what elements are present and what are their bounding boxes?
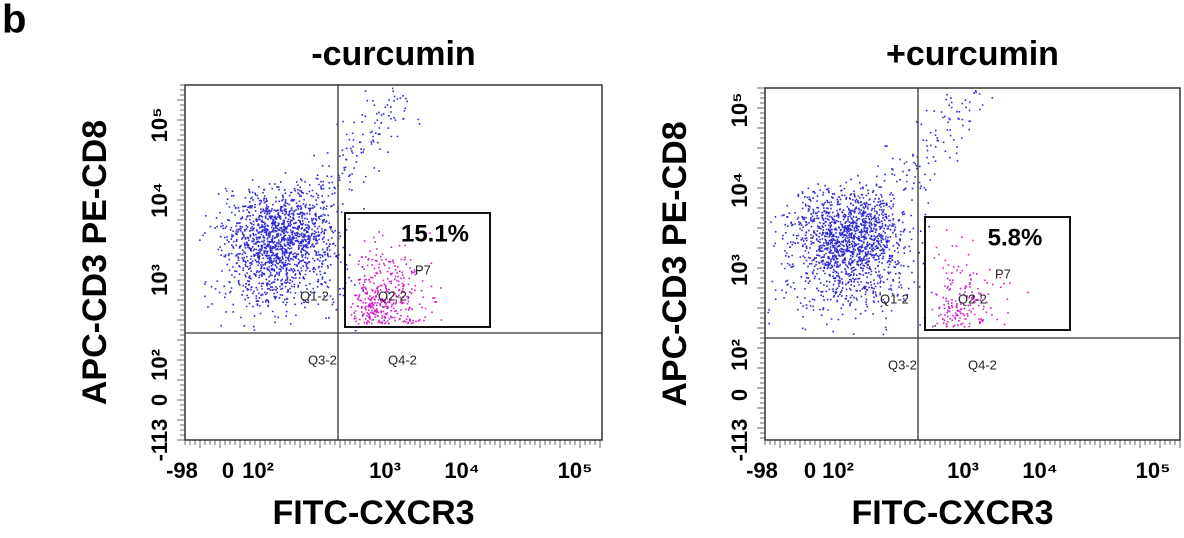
quadrant-label: Q3-2: [308, 352, 337, 367]
y-axis-label: APC-CD3 PE-CD8: [76, 120, 114, 405]
y-tick-label: 10³: [147, 264, 172, 296]
y-axis-label: APC-CD3 PE-CD8: [656, 121, 694, 406]
gate-label: P7: [995, 266, 1011, 281]
x-tick-label: 10⁵: [558, 458, 593, 483]
y-tick-label: 10⁴: [727, 172, 752, 207]
y-tick-label: 10²: [727, 339, 752, 371]
x-tick-label: 10⁴: [444, 458, 479, 483]
x-tick-label: -98: [746, 458, 778, 483]
y-tick-label: 0: [147, 394, 172, 406]
gate-box: [924, 216, 1071, 331]
quadrant-label: Q1-2: [880, 291, 909, 306]
gate-percent: 5.8%: [988, 224, 1043, 251]
x-tick-label: 10²: [822, 458, 854, 483]
x-tick-label: 10²: [242, 458, 274, 483]
x-tick-label: 10³: [369, 458, 401, 483]
y-tick-label: 10⁵: [727, 93, 752, 128]
y-tick-label: 0: [727, 389, 752, 401]
event-dots: [767, 90, 994, 336]
x-axis-label: FITC-CXCR3: [272, 494, 474, 532]
y-tick-label: 10²: [147, 349, 172, 381]
y-tick-label: 10³: [727, 254, 752, 286]
plot-frame: [184, 84, 603, 441]
plot-frame: [764, 87, 1181, 441]
x-tick-label: 0: [804, 458, 816, 483]
x-tick-label: 10³: [947, 458, 979, 483]
plot-title: +curcumin: [886, 35, 1059, 73]
gate-label: P7: [415, 262, 431, 277]
y-tick-label: -113: [727, 419, 752, 462]
panel-label: b: [2, 0, 26, 42]
quadrant-label: Q2-2: [958, 291, 987, 306]
x-axis-label: FITC-CXCR3: [851, 494, 1053, 532]
quadrant-label: Q2-2: [378, 288, 407, 303]
y-tick-label: 10⁵: [147, 108, 172, 143]
plot-title: -curcumin: [311, 35, 475, 73]
gate-box: [344, 212, 491, 328]
x-tick-label: 10⁴: [1022, 458, 1057, 483]
event-dots: [199, 87, 421, 332]
y-tick-label: -113: [147, 419, 172, 462]
quadrant-label: Q3-2: [888, 357, 917, 372]
quadrant-label: Q4-2: [388, 352, 417, 367]
x-tick-label: 10⁵: [1136, 458, 1171, 483]
x-tick-label: 0: [222, 458, 234, 483]
gate-percent: 15.1%: [401, 220, 469, 247]
quadrant-label: Q4-2: [968, 357, 997, 372]
quadrant-label: Q1-2: [300, 288, 329, 303]
y-tick-label: 10⁴: [147, 182, 172, 217]
x-tick-label: -98: [166, 458, 198, 483]
